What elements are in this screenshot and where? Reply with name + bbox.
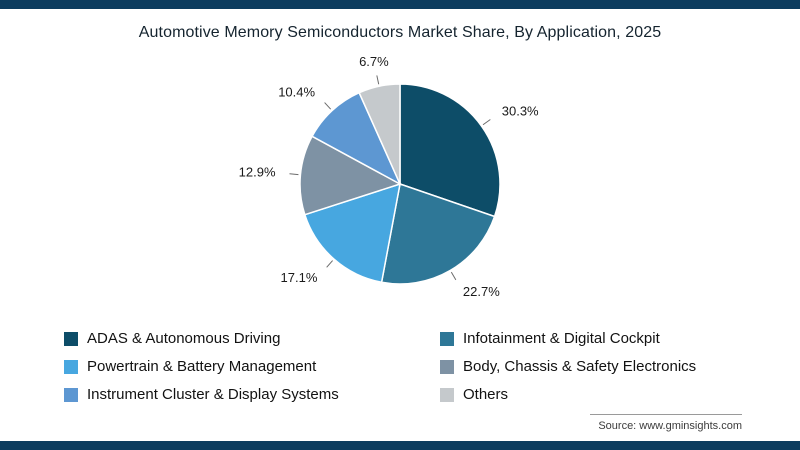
- legend-label-2: Powertrain & Battery Management: [87, 358, 317, 375]
- pie-slice-label-0: 30.3%: [502, 103, 539, 118]
- pie-chart: 30.3% 22.7% 17.1% 12.9% 10.4% 6.7%: [239, 54, 539, 299]
- legend-label-3: Body, Chassis & Safety Electronics: [463, 358, 697, 375]
- pie-slice-label-5: 6.7%: [359, 54, 389, 69]
- pie-slice-5: [358, 83, 401, 185]
- legend: ADAS & Autonomous Driving Infotainment & …: [64, 330, 756, 403]
- chart-title: Automotive Memory Semiconductors Market …: [138, 24, 662, 41]
- legend-swatch-5: [440, 387, 454, 402]
- pie-label-leader-4: [324, 102, 332, 110]
- pie-label-leader-5: [376, 75, 380, 85]
- source-attribution: Source: www.gminsights.com: [590, 414, 742, 432]
- legend-label-0: ADAS & Autonomous Driving: [87, 330, 281, 347]
- legend-label-5: Others: [463, 386, 509, 403]
- legend-item-4: Instrument Cluster & Display Systems: [64, 386, 440, 403]
- legend-item-3: Body, Chassis & Safety Electronics: [440, 358, 756, 375]
- pie-slice-label-1: 22.7%: [463, 284, 500, 299]
- pie-label-leader-1: [450, 271, 457, 281]
- legend-swatch-4: [64, 387, 78, 402]
- pie-slice-label-4: 10.4%: [278, 84, 315, 99]
- pie-label-leader-0: [482, 119, 491, 126]
- legend-swatch-0: [64, 331, 78, 346]
- legend-swatch-1: [440, 331, 454, 346]
- legend-label-1: Infotainment & Digital Cockpit: [463, 330, 660, 347]
- legend-item-1: Infotainment & Digital Cockpit: [440, 330, 756, 347]
- legend-item-0: ADAS & Autonomous Driving: [64, 330, 440, 347]
- legend-item-2: Powertrain & Battery Management: [64, 358, 440, 375]
- pie-slice-label-2: 17.1%: [281, 270, 318, 285]
- bottom-accent-bar: [0, 441, 800, 450]
- top-accent-bar: [0, 0, 800, 9]
- pie-slice-2: [303, 182, 401, 284]
- pie-slice-3: [299, 135, 402, 216]
- legend-item-5: Others: [440, 386, 756, 403]
- pie-slice-0: [399, 83, 501, 218]
- pie-slice-label-3: 12.9%: [239, 164, 276, 179]
- legend-label-4: Instrument Cluster & Display Systems: [87, 386, 339, 403]
- legend-swatch-2: [64, 359, 78, 374]
- pie-slice-1: [380, 183, 496, 285]
- pie-label-leader-2: [326, 260, 333, 268]
- pie-label-leader-3: [289, 173, 299, 176]
- legend-swatch-3: [440, 359, 454, 374]
